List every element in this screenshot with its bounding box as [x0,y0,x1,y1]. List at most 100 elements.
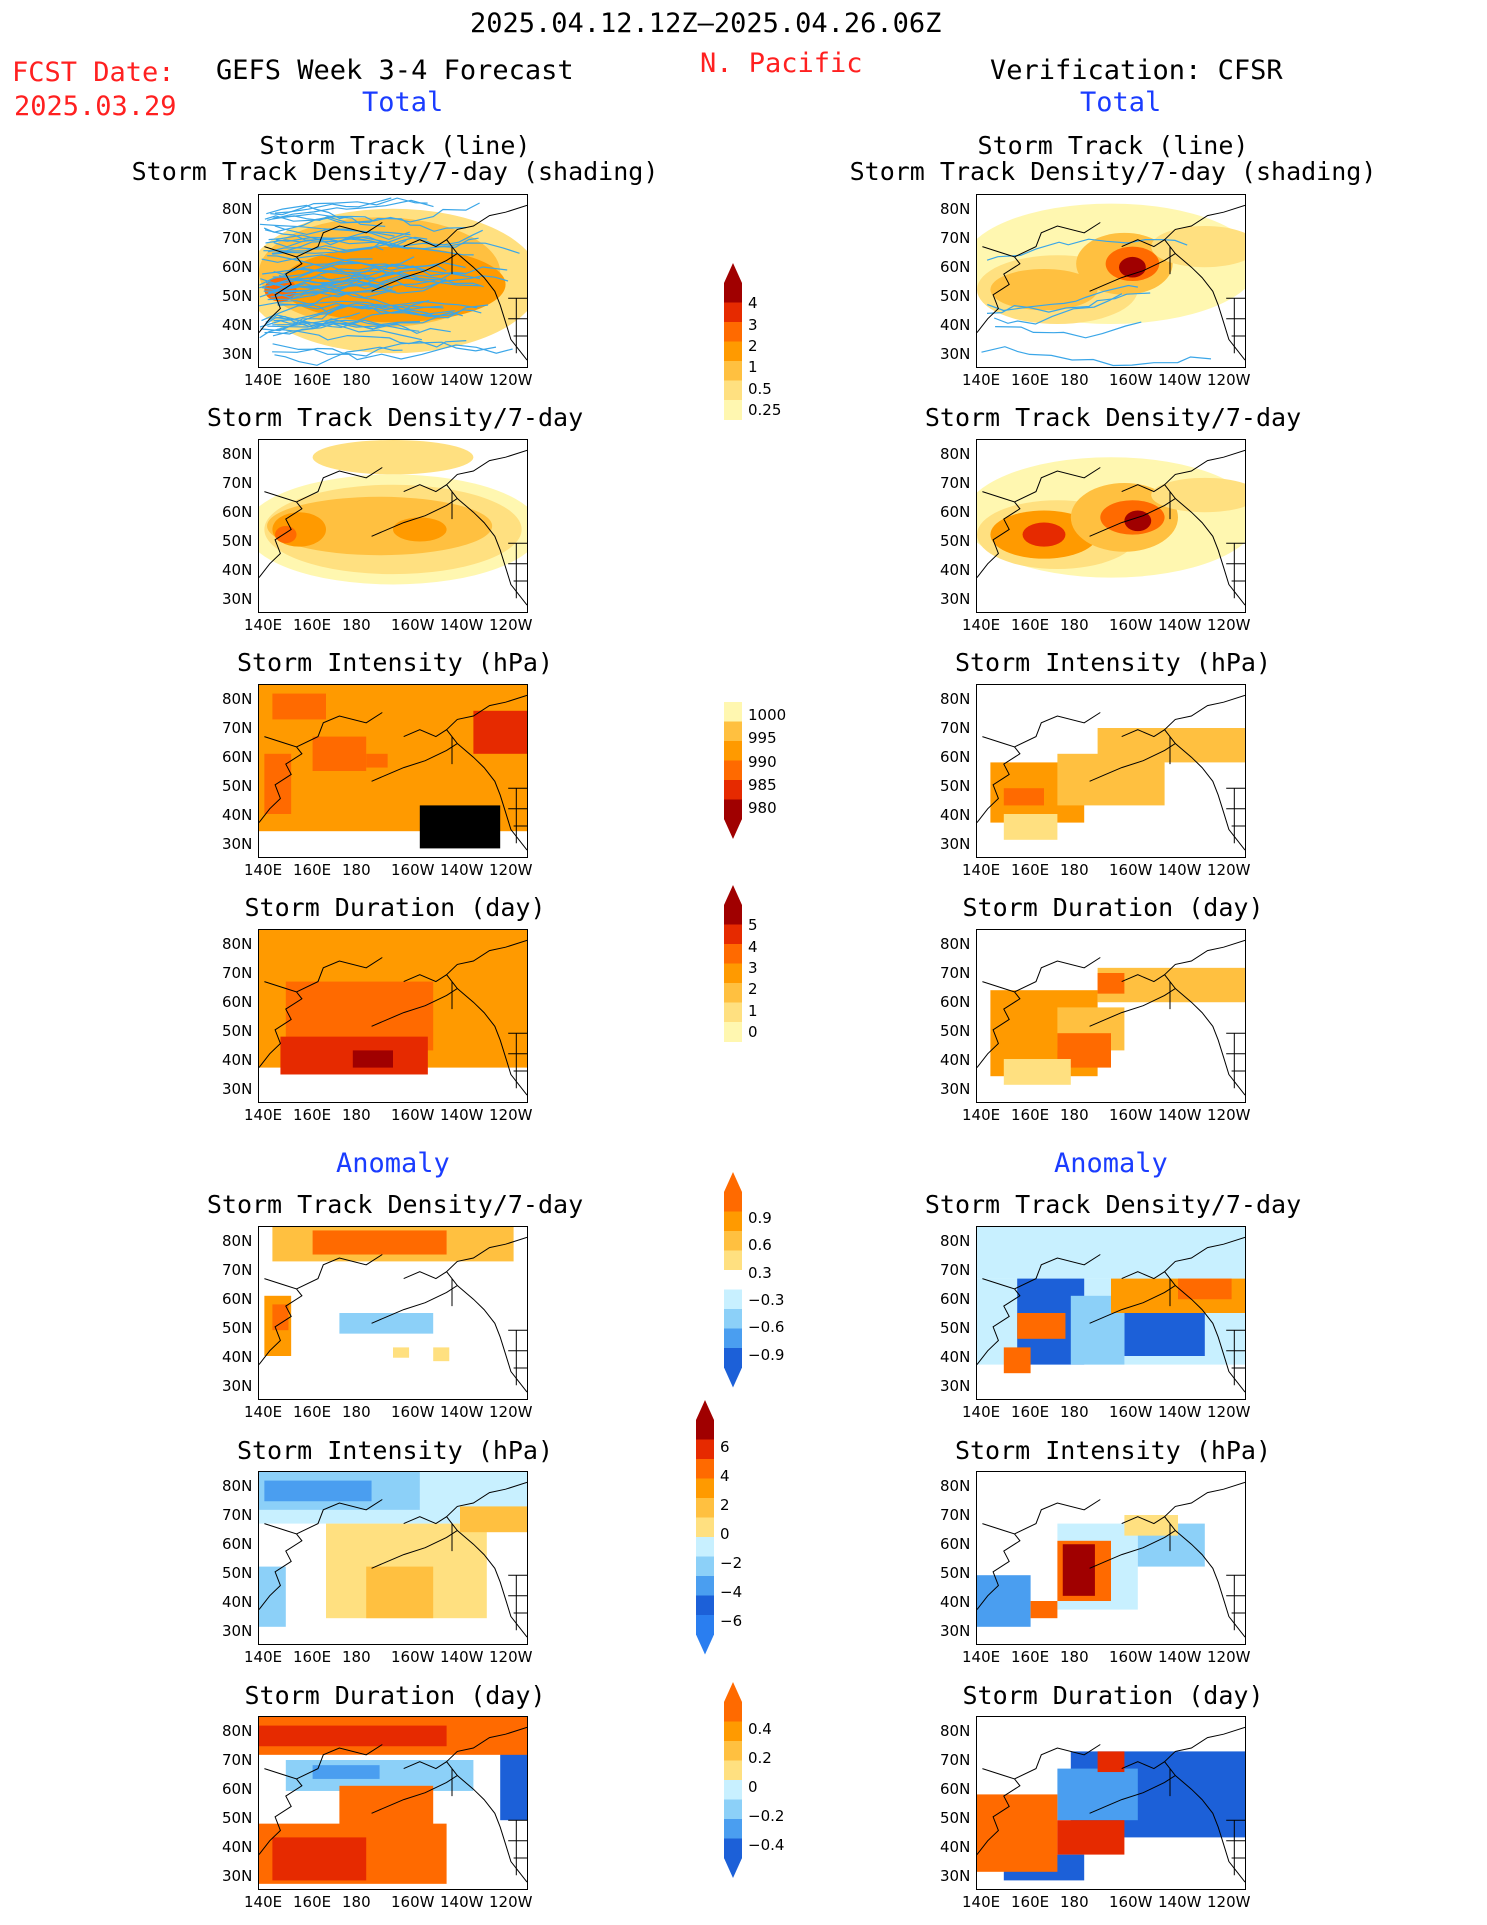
lat-label: 60N [940,1780,971,1798]
colorbar-label: 3 [748,958,758,977]
panel-title-density-anom-left: Storm Track Density/7-day [206,1190,584,1219]
coastline [456,1530,527,1638]
colorbar-label: −6 [720,1612,743,1630]
lat-label: 30N [940,345,971,363]
storm-track-line [278,271,411,286]
coastline [296,1499,383,1535]
lat-label: 30N [940,1622,971,1640]
shading-cell [1097,973,1125,994]
colorbar-segment [724,944,742,964]
coastline [1174,253,1245,361]
lon-label: 140W [440,1648,484,1666]
coastline [977,1278,1021,1365]
colorbar-label: 6 [720,1438,730,1457]
map-density-anom-right [976,1226,1246,1400]
map-duration-anom-right [976,1716,1246,1890]
lat-label: 80N [940,200,971,218]
coastline [1164,1726,1245,1763]
storm-track-line [272,341,497,357]
lon-label: 160W [391,1893,435,1911]
coastline [1164,694,1245,731]
storm-track-line [267,319,420,332]
colorbar-segment [696,1615,714,1635]
coastline [296,957,383,993]
coastline [259,1523,303,1610]
storm-track-line [986,284,1138,314]
panel-title-duration-left: Storm Duration (day) [244,893,546,922]
lon-label: 140W [1158,1106,1202,1124]
map-canvas [259,1472,527,1638]
storm-track-line [268,277,425,294]
lon-label: 160E [1011,616,1050,634]
colorbar-tip [696,1634,714,1655]
coastline [456,988,527,1096]
storm-track-line [261,287,389,322]
lon-label: 120W [489,1648,533,1666]
colorbar-segment [724,1250,742,1271]
model-title: GEFS Week 3-4 Forecast [216,55,574,86]
lat-label: 50N [940,777,971,795]
shading-cell [366,1566,434,1619]
shading-cell [272,693,326,720]
lon-label: 120W [1207,861,1251,879]
coastline [1174,1285,1245,1393]
map-canvas [259,1717,527,1884]
colorbar-segment [724,1270,742,1290]
map-canvas [977,203,1245,367]
colorbar-intensity [724,702,742,839]
panel-title-intensity-anom-right: Storm Intensity (hPa) [954,1436,1272,1465]
date-range-title: 2025.04.12.12Z–2025.04.26.06Z [470,8,942,39]
lon-label: 140E [962,1648,1001,1666]
panel-title-track-line-right: Storm Track (line) [977,131,1249,160]
shading-cell [977,1227,1245,1279]
colorbar-label: 0.3 [748,1263,772,1282]
lon-label: 160W [391,1648,435,1666]
lat-label: 80N [222,445,253,463]
colorbar-segment [724,341,742,362]
lon-label: 140W [440,371,484,389]
map-canvas [977,1726,1245,1883]
lat-label: 60N [940,1535,971,1553]
colorbar-segment [724,924,742,945]
lat-label: 30N [940,590,971,608]
colorbar-segment [696,1556,714,1577]
lon-label: 160W [391,1106,435,1124]
colorbar-segment [724,780,742,800]
shading-cell [264,1480,372,1502]
storm-track-line [268,234,428,246]
shading-cell [1178,1278,1232,1300]
storm-track-line [272,302,444,326]
verification-title: Verification: CFSR [990,55,1283,86]
colorbar-label: −0.2 [748,1806,785,1825]
colorbar-segment [696,1576,714,1596]
lat-label: 80N [222,935,253,953]
lat-label: 80N [940,690,971,708]
lon-label: 160W [1109,616,1153,634]
colorbar-label: 0.6 [748,1236,772,1255]
lon-label: 160W [1109,1403,1153,1421]
lon-label: 140W [1158,861,1202,879]
shading-blob [1151,225,1245,268]
colorbar-label: −0.6 [748,1318,785,1337]
panel-title-density-left: Storm Track Density/7-day [206,403,584,432]
colorbar-segment [724,799,742,820]
storm-track-line [263,236,520,254]
colorbar-label: 0 [748,1777,758,1796]
shading-blob [267,496,493,556]
storm-track-line [277,300,482,317]
colorbar-segment [724,702,742,722]
coastline [456,253,527,361]
coastline [259,1278,303,1365]
colorbar-tip [724,1682,742,1702]
lat-label: 50N [222,532,253,550]
colorbar-duration [724,885,742,1042]
map-canvas [977,1481,1245,1638]
lon-label: 120W [489,861,533,879]
map-canvas [259,197,527,366]
lat-label: 70N [222,1261,253,1279]
storm-track-line [273,258,373,275]
shading-cell [1003,814,1058,840]
colorbar-segment [724,1799,742,1820]
storm-track-line [275,231,411,242]
storm-track-line [274,275,509,289]
